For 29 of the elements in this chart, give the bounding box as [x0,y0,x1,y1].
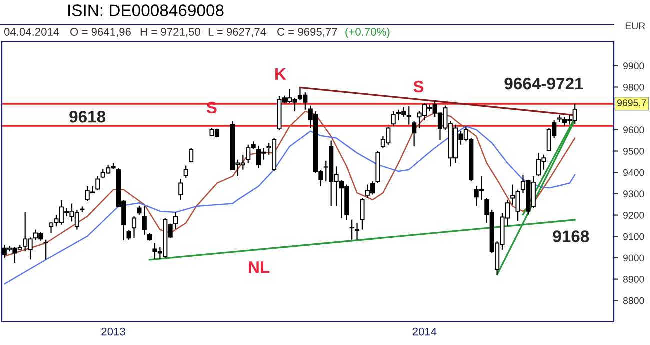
text: (+0.70%) [346,28,390,38]
x-tick-label: 2014 [412,328,437,336]
y-tick-label: 9200 [623,212,644,219]
annotation: K [276,68,286,80]
text: O = 9641,96 [70,28,131,38]
y-axis-title: EUR [626,22,646,30]
y-tick-label: 9900 [623,62,644,70]
y-tick-label: 8900 [623,276,644,283]
annotation: 9664-9721 [504,78,584,90]
y-tick-label: 9500 [623,148,644,155]
annotation: NL [249,262,270,274]
annotation: S [206,102,217,114]
text: C = 9695,77 [278,28,338,38]
y-tick-label: 9000 [623,254,644,262]
text: 9695,7 [618,100,646,108]
ref-line-label: 9618 [70,110,106,123]
annotation: 9168 [553,230,590,242]
chart-title: ISIN: DE0008469008 [68,4,224,16]
y-tick-label: 9800 [623,84,644,91]
y-tick-label: 9400 [623,169,644,176]
y-tick-label: 9300 [623,190,644,198]
y-tick-label: 9100 [623,233,644,240]
annotation: S [414,80,424,93]
y-tick-label: 9600 [623,126,644,134]
text: H = 9721,50 [140,28,200,38]
x-tick-label: 2013 [102,328,126,336]
y-tick-label: 8800 [623,297,644,304]
text: L = 9627,74 [208,28,266,38]
text: 04.04.2014 [4,28,60,36]
